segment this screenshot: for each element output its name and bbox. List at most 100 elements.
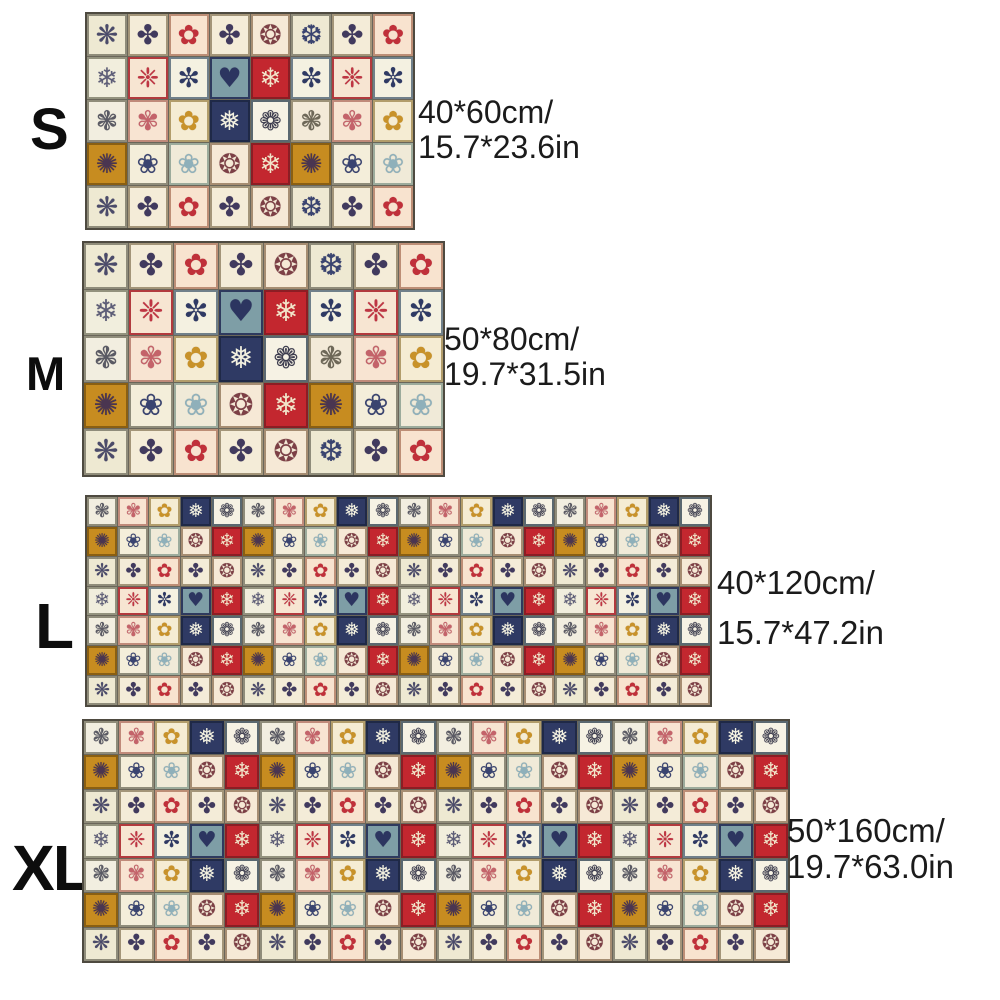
damask-motif-icon: ❈ <box>125 589 142 612</box>
snowflake-icon: ❂ <box>197 759 217 785</box>
flower-icon: ✿ <box>156 619 173 642</box>
sunburst-flower-icon: ✺ <box>91 759 111 785</box>
floral-lattice-icon: ❃ <box>562 619 579 642</box>
flower-icon: ❀ <box>281 529 298 552</box>
snowflake-icon: ❂ <box>218 559 235 582</box>
rug-tile: ✺ <box>436 755 471 789</box>
flower-icon: ✾ <box>281 619 298 642</box>
flower-icon: ❀ <box>655 759 675 785</box>
rug-tile: ✿ <box>373 186 413 228</box>
rug-tile: ✺ <box>612 893 647 927</box>
rug-tile: ♥ <box>189 824 224 858</box>
rug-tile: ✿ <box>373 100 413 142</box>
flower-icon: ✿ <box>381 105 405 137</box>
rug-tile: ❃ <box>243 616 274 646</box>
size-cm-text-xl: 50*160cm/ <box>787 812 945 849</box>
rug-tile: ❃ <box>555 616 586 646</box>
rug-tile: ❂ <box>679 556 710 586</box>
rug-tile: ✤ <box>648 927 683 961</box>
rug-tile: ❀ <box>461 646 492 676</box>
rug-tile: ✿ <box>168 186 209 228</box>
rug-tile: ❋ <box>612 789 647 824</box>
rug-tile: ❁ <box>225 858 260 893</box>
flower-icon: ✾ <box>593 499 610 522</box>
flower-icon: ✿ <box>312 559 329 582</box>
rug-tile: ✼ <box>461 586 492 616</box>
rug-tile: ❋ <box>399 676 430 705</box>
size-dimensions-s: 40*60cm/ 15.7*23.6in <box>418 95 580 165</box>
rug-tile: ✤ <box>648 556 679 586</box>
rug-tile: ❅ <box>542 721 577 755</box>
rug-tile: ✿ <box>174 429 218 475</box>
rug-tile: ✿ <box>330 927 365 961</box>
flower-icon: ✿ <box>468 559 485 582</box>
rug-tile: ❀ <box>683 755 718 789</box>
medallion-flower-icon: ❁ <box>232 862 252 888</box>
rug-tile: ❄ <box>679 646 710 676</box>
rug-tile: ❋ <box>84 789 119 824</box>
rug-tile: ❂ <box>753 927 788 961</box>
rug-tile: ❄ <box>264 289 308 336</box>
rug-tile: ✿ <box>305 497 336 526</box>
flower-icon: ❀ <box>514 759 534 785</box>
rug-tile: ❄ <box>250 143 291 185</box>
snowflake-icon: ❄ <box>91 827 111 853</box>
rug-tile: ❂ <box>336 526 367 556</box>
medallion-flower-icon: ❁ <box>218 499 235 522</box>
rug-tile: ❄ <box>555 586 586 616</box>
clover-flower-icon: ✤ <box>281 679 298 702</box>
rug-tile: ❁ <box>211 497 242 526</box>
rug-tile: ❄ <box>523 586 554 616</box>
rug-tile: ✤ <box>189 927 224 961</box>
rug-tile: ❁ <box>753 721 788 755</box>
snowflake-icon: ❂ <box>197 896 217 922</box>
flower-icon: ✾ <box>363 340 389 376</box>
clover-flower-icon: ✤ <box>187 679 204 702</box>
flower-icon: ✿ <box>468 619 485 642</box>
rug-tile: ✺ <box>555 646 586 676</box>
rug-tile: ❂ <box>211 676 242 705</box>
rug-tile: ✤ <box>209 186 250 228</box>
rug-tile: ✤ <box>586 676 617 705</box>
rug-tile: ❃ <box>260 721 295 755</box>
snowflake-icon: ❂ <box>218 148 241 180</box>
rug-tile: ❂ <box>264 243 308 289</box>
flower-icon: ✿ <box>312 619 329 642</box>
rug-tile: ✾ <box>119 721 154 755</box>
flower-icon: ✿ <box>338 724 358 750</box>
clover-flower-icon: ✤ <box>363 247 389 283</box>
rug-tile: ❄ <box>679 586 710 616</box>
rug-tile: ❀ <box>149 646 180 676</box>
snowflake-icon: ❄ <box>374 589 391 612</box>
rug-tile: ❂ <box>648 526 679 556</box>
snowflake-icon: ✼ <box>162 827 181 853</box>
rug-tile: ❄ <box>523 526 554 556</box>
snowflake-icon: ❄ <box>250 589 267 612</box>
rug-tile: ✺ <box>612 755 647 789</box>
snowflake-icon: ❂ <box>530 559 547 582</box>
flower-icon: ✿ <box>162 931 181 957</box>
rug-tile: ✿ <box>507 789 542 824</box>
flower-icon: ✿ <box>691 931 710 957</box>
snowflake-icon: ❅ <box>550 862 569 888</box>
snowflake-icon: ❂ <box>273 247 299 283</box>
clover-flower-icon: ✤ <box>479 931 499 957</box>
clover-flower-icon: ✤ <box>655 931 675 957</box>
snowflake-icon: ❄ <box>218 589 235 612</box>
rug-tile: ✤ <box>119 789 154 824</box>
rug-tile: ✤ <box>542 927 577 961</box>
rug-tile: ✺ <box>87 143 127 185</box>
sunburst-flower-icon: ✺ <box>94 649 111 672</box>
rug-tile: ❀ <box>430 526 461 556</box>
sunburst-flower-icon: ✺ <box>94 529 111 552</box>
rug-tile: ✺ <box>436 893 471 927</box>
rug-tile: ✿ <box>174 243 218 289</box>
snowflake-icon: ❄ <box>562 589 579 612</box>
rug-tile: ✺ <box>260 755 295 789</box>
rug-tile: ❀ <box>118 646 149 676</box>
rug-tile: ✾ <box>354 336 398 382</box>
snowflake-icon: ❅ <box>343 499 360 522</box>
rug-tile: ❄ <box>84 824 119 858</box>
rug-preview-m: ❋ ✤ ✿ ✤ ❂ ❆ ✤ ✿ ❄ ❈ ✼ ♥ ❄ ✼ ❈ ✼ ❃ ✾ ✿ ❅ ❁ ❃ ✾ ✿ ✺ ❀ ❀ ❂ ❄ ✺ ❀ ❀ ❋ ✤ ✿ ✤ ❂ ❆ ✤ ✿ <box>82 241 445 477</box>
rug-tile: ❀ <box>305 526 336 556</box>
